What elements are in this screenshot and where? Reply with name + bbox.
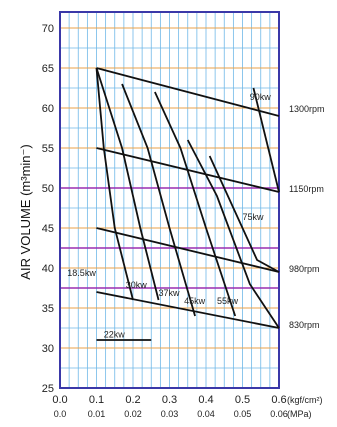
power-line xyxy=(95,67,160,301)
y-tick-label: 50 xyxy=(42,183,54,195)
power-label: 55kw xyxy=(217,296,239,306)
speed-line xyxy=(96,291,280,329)
grid xyxy=(59,11,280,389)
x-tick-label-mpa: 0.01 xyxy=(88,409,106,419)
power-label: 45kw xyxy=(184,296,206,306)
y-tick-label: 65 xyxy=(42,63,54,75)
x-tick-label: 0.6 xyxy=(271,394,286,406)
y-tick-label: 35 xyxy=(42,303,54,315)
x-unit-mpa: (MPa) xyxy=(287,409,312,419)
x-tick-label: 0.4 xyxy=(198,394,213,406)
plot-frame xyxy=(59,11,280,389)
power-line xyxy=(208,155,280,273)
speed-label: 1150rpm xyxy=(289,184,324,194)
y-tick-label: 60 xyxy=(42,103,54,115)
y-tick-label: 25 xyxy=(42,383,54,395)
power-line xyxy=(186,139,280,329)
y-tick-label: 70 xyxy=(42,23,54,35)
power-label: 18.5kw xyxy=(67,268,96,278)
speed-label: 830rpm xyxy=(289,320,320,330)
power-line xyxy=(154,91,237,317)
power-label: 90kw xyxy=(250,92,272,102)
y-axis-title: AIR VOLUME (m³min⁻) xyxy=(18,144,33,279)
y-tick-label: 40 xyxy=(42,263,54,275)
power-label: 30kw xyxy=(126,280,148,290)
speed-label: 1300rpm xyxy=(289,104,325,114)
x-tick-label-mpa: 0.06 xyxy=(270,409,288,419)
x-tick-label: 0.5 xyxy=(235,394,250,406)
x-tick-label-mpa: 0.02 xyxy=(124,409,142,419)
x-tick-label-mpa: 0.03 xyxy=(161,409,179,419)
curves xyxy=(95,67,280,341)
power-label: 37kw xyxy=(159,288,181,298)
power-label: 22kw xyxy=(104,330,126,340)
y-tick-label: 30 xyxy=(42,343,54,355)
speed-label: 980rpm xyxy=(289,264,320,274)
x-tick-label: 0.1 xyxy=(89,394,104,406)
x-tick-label-mpa: 0.05 xyxy=(234,409,252,419)
power-line xyxy=(252,87,280,193)
x-tick-label-mpa: 0.0 xyxy=(54,409,67,419)
x-tick-label: 0.0 xyxy=(52,394,67,406)
x-tick-label: 0.2 xyxy=(125,394,140,406)
speed-line xyxy=(96,227,280,273)
x-tick-label-mpa: 0.04 xyxy=(197,409,215,419)
y-tick-label: 55 xyxy=(42,143,54,155)
labels: 25 30 35 40 45 50 55 60 65 70 0.0 0.1 0.2 0.3 0.4 0.5 0.… xyxy=(42,23,325,419)
speed-line xyxy=(96,67,280,117)
power-line xyxy=(95,67,134,301)
power-line xyxy=(121,83,196,317)
power-label: 75kw xyxy=(243,212,265,222)
y-tick-label: 45 xyxy=(42,223,54,235)
x-unit-kgf: (kgf/cm²) xyxy=(287,395,323,405)
x-tick-label: 0.3 xyxy=(162,394,177,406)
